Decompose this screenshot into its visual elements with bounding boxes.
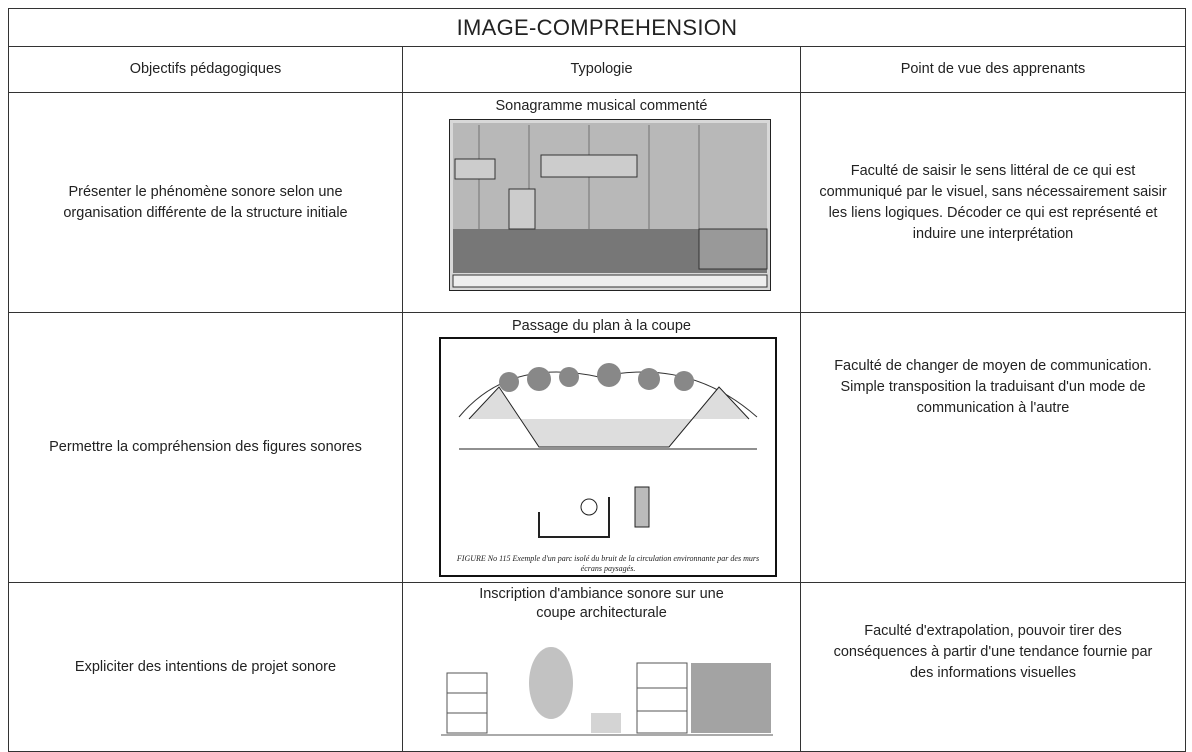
header-cell: Typologie [402,46,801,93]
viewpoint: Faculté de changer de moyen de communica… [834,358,1152,416]
objective: Permettre la compréhension des figures s… [49,439,362,455]
viewpoint: Faculté de saisir le sens littéral de ce… [819,162,1167,242]
typology-caption: Inscription d'ambiance sonore sur une co… [479,586,724,621]
table-title: IMAGE-COMPREHENSION [456,15,738,40]
header: Typologie [570,61,633,77]
objective: Expliciter des intentions de projet sono… [74,658,337,675]
header: Objectifs pédagogiques [129,61,282,77]
header: Point de vue des apprenants [900,61,1086,77]
objective-cell: Permettre la compréhension des figures s… [8,312,403,583]
objective-cell: Présenter le phénomène sonore selon une … [8,92,403,313]
typology-cell: Sonagramme musical commenté [402,92,801,313]
viewpoint-cell: Faculté de saisir le sens littéral de ce… [800,92,1186,313]
typology-cell: Inscription d'ambiance sonore sur une co… [402,582,801,752]
typology-caption: Sonagramme musical commenté [495,98,708,114]
header-cell: Point de vue des apprenants [800,46,1186,93]
viewpoint: Faculté d'extrapolation, pouvoir tirer d… [833,622,1153,681]
header-cell: Objectifs pédagogiques [8,46,403,93]
viewpoint-cell: Faculté de changer de moyen de communica… [800,312,1186,583]
section-image [439,337,777,577]
objective-cell: Expliciter des intentions de projet sono… [8,582,403,752]
viewpoint-cell: Faculté d'extrapolation, pouvoir tirer d… [800,582,1186,752]
ambiance-image [441,647,773,736]
objective: Présenter le phénomène sonore selon une … [63,183,348,221]
sonagram-image [449,119,771,291]
typology-cell: Passage du plan à la coupe FIGURE No 115… [402,312,801,583]
typology-caption: Passage du plan à la coupe [512,318,691,334]
figure-caption: FIGURE No 115 Exemple d'un parc isolé du… [456,554,760,573]
title-cell: IMAGE-COMPREHENSION [8,8,1186,47]
